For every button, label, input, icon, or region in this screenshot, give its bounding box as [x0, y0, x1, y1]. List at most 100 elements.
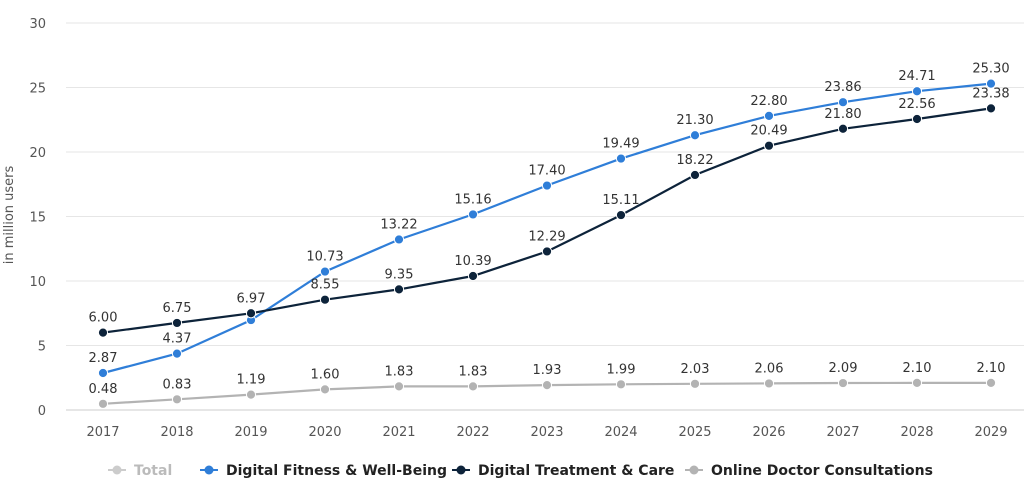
data-label: 6.75 [163, 301, 192, 316]
legend-marker [456, 465, 466, 475]
x-tick-label: 2026 [752, 425, 785, 440]
data-label: 18.22 [676, 153, 713, 168]
data-label: 25.30 [972, 62, 1009, 77]
data-point [171, 317, 183, 329]
data-point [97, 367, 109, 379]
legend-label: Total [134, 463, 172, 479]
data-point [985, 377, 997, 389]
y-tick-label: 0 [38, 404, 46, 419]
x-tick-label: 2023 [530, 425, 563, 440]
data-point [911, 377, 923, 389]
legend-item[interactable]: Online Doctor Consultations [685, 463, 933, 479]
data-label: 22.80 [750, 94, 787, 109]
data-label: 10.73 [306, 250, 343, 265]
legend: Total Digital Fitness & Well-Being Digital… [108, 463, 933, 479]
data-label: 4.37 [163, 332, 192, 347]
data-point [763, 110, 775, 121]
x-tick-label: 2018 [160, 425, 193, 440]
x-tick-label: 2029 [974, 425, 1007, 440]
data-point [689, 130, 701, 141]
x-axis: 2017 2018 2019 2020 2021 2022 2023 2024 2025 2026… [86, 425, 1007, 440]
data-label: 1.83 [459, 364, 488, 379]
x-tick-label: 2020 [308, 425, 341, 440]
data-point [763, 378, 775, 389]
y-tick-label: 30 [29, 17, 46, 32]
data-label: 2.10 [903, 361, 932, 376]
legend-item[interactable]: Total [108, 463, 172, 479]
data-point [319, 266, 331, 277]
data-label: 10.39 [454, 254, 491, 269]
data-point [689, 378, 701, 389]
data-point [615, 379, 627, 390]
data-point [541, 246, 553, 257]
data-label: 24.71 [898, 69, 935, 84]
legend-item[interactable]: Digital Treatment & Care [452, 463, 674, 479]
legend-item[interactable]: Digital Fitness & Well-Being [200, 463, 447, 479]
data-labels: 2.87 4.37 10.73 13.22 15.16 17.40 19.49 21.30 22… [89, 62, 1010, 397]
data-label: 12.29 [528, 229, 565, 244]
legend-label: Digital Treatment & Care [478, 463, 674, 479]
x-tick-label: 2017 [86, 425, 119, 440]
data-label: 6.00 [89, 311, 118, 326]
data-point [467, 270, 479, 282]
y-tick-label: 10 [29, 275, 46, 290]
data-point [837, 123, 849, 134]
data-point [837, 377, 849, 389]
data-point [541, 180, 553, 191]
legend-label: Digital Fitness & Well-Being [226, 463, 447, 479]
data-label: 23.38 [972, 86, 1009, 101]
y-tick-label: 20 [29, 146, 46, 161]
data-label: 0.48 [89, 382, 118, 397]
data-label: 20.49 [750, 124, 787, 139]
data-label: 1.99 [607, 362, 636, 377]
legend-marker [112, 465, 122, 475]
data-point [467, 381, 479, 392]
data-point [467, 209, 479, 220]
x-tick-label: 2022 [456, 425, 489, 440]
data-label: 1.93 [533, 363, 562, 378]
x-tick-label: 2025 [678, 425, 711, 440]
data-label: 2.03 [681, 362, 710, 377]
x-tick-label: 2028 [900, 425, 933, 440]
gridlines [66, 22, 1024, 411]
data-label: 2.06 [755, 361, 784, 376]
data-point [985, 103, 997, 114]
data-point [319, 384, 331, 395]
data-label: 1.83 [385, 364, 414, 379]
data-point [911, 113, 923, 125]
data-label: 1.60 [311, 367, 340, 382]
data-point [245, 389, 257, 400]
data-label: 15.11 [602, 193, 639, 208]
series-group [97, 78, 997, 409]
data-point [245, 308, 257, 319]
data-point [763, 140, 775, 151]
data-label: 21.80 [824, 107, 861, 122]
x-tick-label: 2027 [826, 425, 859, 440]
data-label: 6.97 [237, 291, 266, 306]
data-point [393, 284, 405, 295]
data-point [911, 86, 923, 97]
data-point [615, 209, 627, 221]
data-point [541, 380, 553, 391]
x-tick-label: 2021 [382, 425, 415, 440]
legend-marker [689, 465, 699, 475]
data-point [319, 294, 331, 305]
data-point [97, 327, 109, 338]
data-label: 17.40 [528, 164, 565, 179]
y-tick-label: 5 [38, 340, 46, 355]
data-point [171, 348, 183, 359]
y-tick-label: 15 [29, 211, 46, 226]
data-label: 21.30 [676, 113, 713, 128]
data-label: 1.19 [237, 373, 266, 388]
legend-marker [204, 465, 214, 475]
data-label: 22.56 [898, 97, 935, 112]
data-point [171, 394, 183, 405]
data-point [689, 169, 701, 181]
y-axis-title: in million users [2, 166, 17, 265]
data-point [393, 381, 405, 392]
data-point [393, 234, 405, 245]
data-label: 2.10 [977, 361, 1006, 376]
data-label: 9.35 [385, 267, 414, 282]
y-tick-label: 25 [29, 82, 46, 97]
